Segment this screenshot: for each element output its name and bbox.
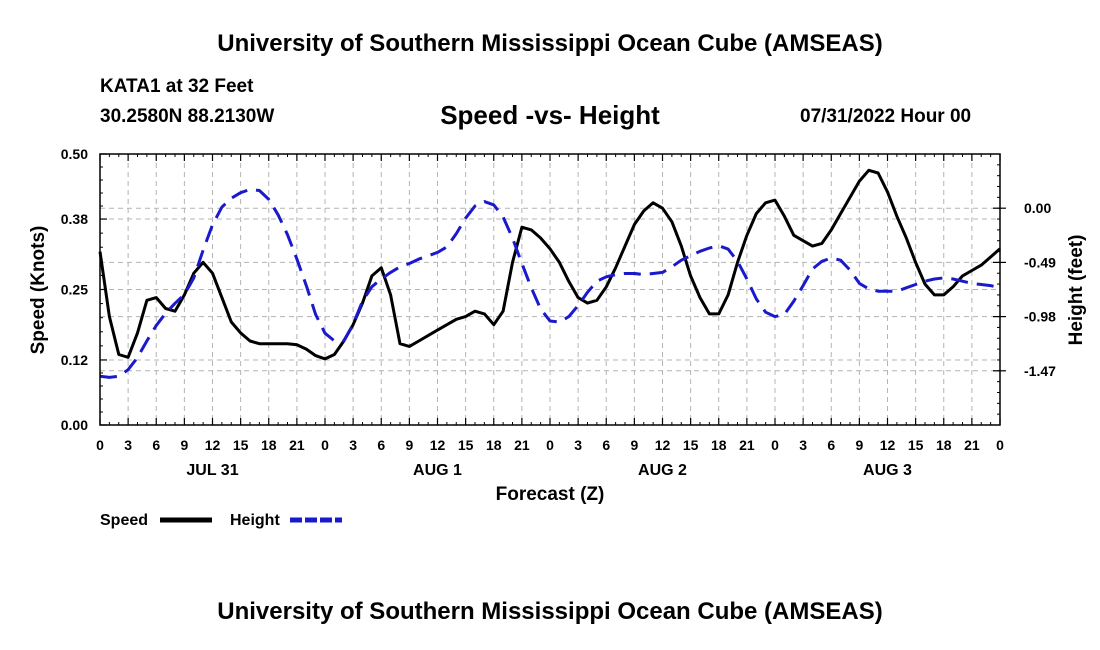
x-tick-label: 18 — [936, 437, 952, 453]
y-tick-label: 0.00 — [61, 417, 88, 433]
day-label: AUG 2 — [638, 462, 687, 479]
x-tick-label: 6 — [377, 437, 385, 453]
x-tick-label: 6 — [827, 437, 835, 453]
x-tick-label: 18 — [261, 437, 277, 453]
x-tick-label: 15 — [683, 437, 699, 453]
x-tick-label: 9 — [630, 437, 638, 453]
x-tick-label: 21 — [739, 437, 755, 453]
main-title: University of Southern Mississippi Ocean… — [217, 30, 883, 57]
x-tick-label: 0 — [546, 437, 554, 453]
x-tick-label: 0 — [321, 437, 329, 453]
x-tick-label: 0 — [771, 437, 779, 453]
y-axis-title: Speed (Knots) — [28, 226, 49, 355]
y-tick-label: 0.50 — [61, 146, 88, 162]
x-tick-label: 3 — [349, 437, 357, 453]
y2-tick-label: -0.49 — [1024, 254, 1056, 270]
x-tick-label: 6 — [152, 437, 160, 453]
day-label: AUG 1 — [413, 462, 462, 479]
legend: Speed Height — [100, 512, 342, 529]
x-tick-label: 18 — [486, 437, 502, 453]
y-tick-label: 0.38 — [61, 211, 88, 227]
x-tick-label: 12 — [430, 437, 446, 453]
height-series-line — [99, 187, 1001, 379]
tick-labels: 0 3 6 9 12 15 18 21 0 3 6 9 12 15 18 21 0 3 6 9 12 15 18 21 0 3 6 9… — [61, 146, 1056, 479]
x-tick-label: 9 — [405, 437, 413, 453]
series-layer — [98, 168, 1001, 379]
x-tick-label: 9 — [855, 437, 863, 453]
x-tick-label: 12 — [205, 437, 221, 453]
speed-series-line — [98, 168, 1001, 361]
x-axis-title: Forecast (Z) — [496, 484, 605, 505]
coordinates-label: 30.2580N 88.2130W — [100, 106, 275, 127]
y2-tick-label: -1.47 — [1024, 363, 1056, 379]
x-tick-label: 15 — [458, 437, 474, 453]
chart-subtitle: Speed -vs- Height — [440, 100, 660, 130]
grid — [100, 154, 1000, 425]
x-tick-label: 15 — [233, 437, 249, 453]
day-label: AUG 3 — [863, 462, 912, 479]
y2-tick-label: 0.00 — [1024, 200, 1051, 216]
footer-title: University of Southern Mississippi Ocean… — [217, 598, 883, 625]
x-tick-label: 15 — [908, 437, 924, 453]
day-label: JUL 31 — [186, 462, 238, 479]
x-tick-label: 6 — [602, 437, 610, 453]
x-tick-label: 9 — [180, 437, 188, 453]
legend-label-height: Height — [230, 512, 280, 529]
forecast-date: 07/31/2022 Hour 00 — [800, 106, 972, 127]
station-label: KATA1 at 32 Feet — [100, 76, 254, 97]
y2-axis-title: Height (feet) — [1066, 235, 1087, 346]
x-tick-label: 3 — [799, 437, 807, 453]
y-tick-label: 0.12 — [61, 352, 88, 368]
x-tick-label: 3 — [574, 437, 582, 453]
y-tick-label: 0.25 — [61, 282, 88, 298]
legend-label-speed: Speed — [100, 512, 148, 529]
x-tick-label: 18 — [711, 437, 727, 453]
y2-tick-label: -0.98 — [1024, 309, 1056, 325]
x-tick-label: 3 — [124, 437, 132, 453]
x-tick-label: 12 — [880, 437, 896, 453]
x-tick-label: 21 — [964, 437, 980, 453]
x-tick-label: 21 — [289, 437, 305, 453]
x-tick-label: 12 — [655, 437, 671, 453]
x-tick-label: 0 — [96, 437, 104, 453]
x-tick-label: 0 — [996, 437, 1004, 453]
axes — [99, 153, 1006, 426]
x-tick-label: 21 — [514, 437, 530, 453]
